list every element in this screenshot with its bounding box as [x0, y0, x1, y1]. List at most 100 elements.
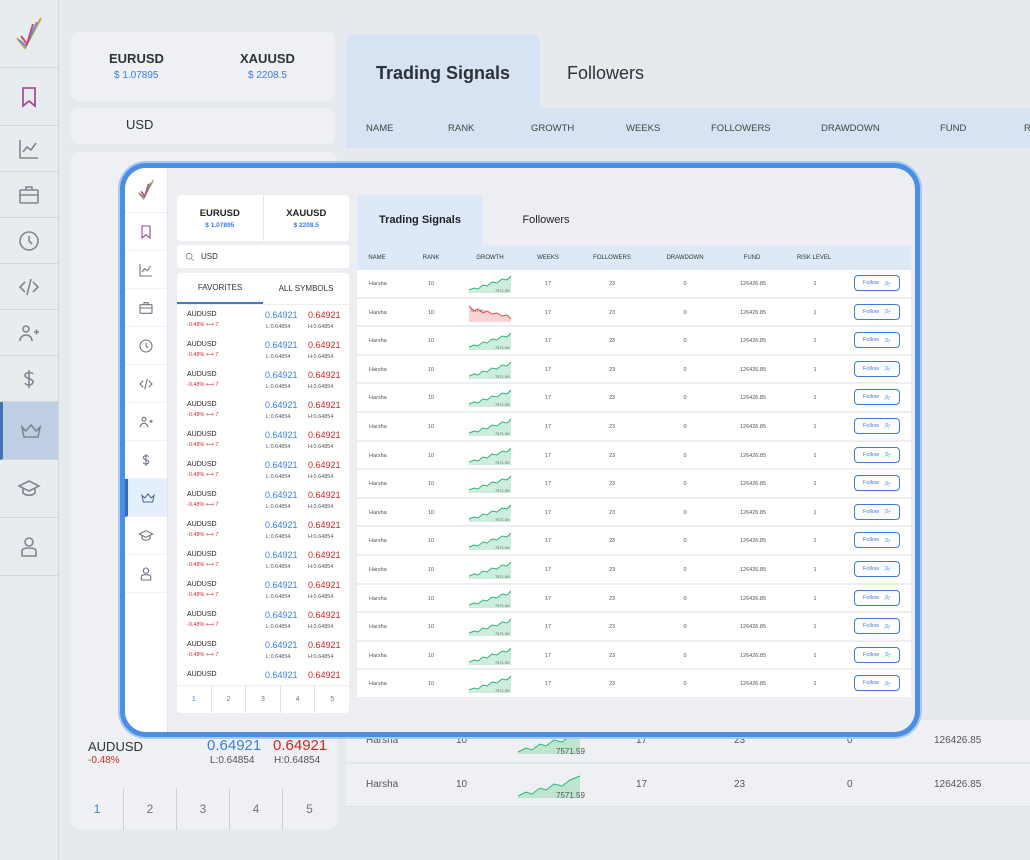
cell-rank: 10 [427, 366, 435, 373]
page-5[interactable]: 5 [330, 696, 335, 703]
bg-cell-drawdown: 0 [847, 779, 853, 790]
quote-high: H:0.64854 [308, 534, 334, 540]
tab-all-symbols[interactable]: ALL SYMBOLS [278, 284, 334, 293]
quote-symbol: AUDUSD [187, 611, 217, 618]
bg-tickers [71, 32, 335, 101]
nav-bookmark-icon[interactable] [125, 213, 167, 251]
bg-page-1: 1 [71, 788, 124, 830]
follow-button[interactable]: Follow [854, 446, 900, 463]
bg-list-ask: 0.64921 [273, 737, 328, 754]
cell-risk: 1 [813, 309, 817, 316]
cell-fund: 126426.85 [740, 452, 766, 459]
bg-sparkline [518, 775, 580, 798]
follow-button[interactable]: Follow [854, 560, 900, 577]
follow-button[interactable]: Follow [854, 417, 900, 434]
bg-th-followers: FOLLOWERS [711, 123, 771, 134]
bg-page-2: 2 [124, 788, 177, 830]
bg-list-symbol: AUDUSD [88, 739, 143, 754]
follow-button[interactable]: Follow [854, 532, 900, 549]
quote-change: -0.48% ⟷ 7 [187, 382, 219, 388]
page-1[interactable]: 1 [177, 686, 212, 713]
quote-low: L:0.64854 [266, 534, 291, 540]
cell-drawdown: 0 [683, 681, 687, 688]
follow-button[interactable]: Follow [854, 503, 900, 520]
cell-drawdown: 0 [683, 366, 687, 373]
cell-risk: 1 [813, 566, 817, 573]
quote-bid: 0.64921 [265, 460, 298, 470]
nav-briefcase-icon[interactable] [125, 289, 167, 327]
nav-crown-icon[interactable] [125, 479, 167, 517]
list-item[interactable]: AUDUSD-0.48% ⟷ 70.649210.64921L:0.64854H… [177, 665, 349, 680]
bg-list-bid: 0.64921 [207, 737, 262, 754]
add-user-icon [884, 452, 891, 458]
page-2[interactable]: 2 [212, 686, 247, 713]
follow-button[interactable]: Follow [854, 332, 900, 349]
nav-history-icon[interactable] [125, 327, 167, 365]
search-value: USD [201, 252, 218, 261]
quote-low: L:0.64854 [266, 354, 291, 360]
page-4[interactable]: 4 [281, 686, 316, 713]
cell-drawdown: 0 [683, 595, 687, 602]
follow-button[interactable]: Follow [854, 389, 900, 406]
bg-logo [0, 0, 58, 68]
cell-name: Harsha [369, 481, 387, 488]
nav-users-icon[interactable] [125, 403, 167, 441]
follow-button[interactable]: Follow [854, 475, 900, 492]
quote-change: -0.48% ⟷ 7 [187, 472, 219, 478]
follow-button[interactable]: Follow [854, 303, 900, 320]
growth-sparkline: 7571.59 [469, 390, 511, 408]
growth-sparkline: 7571.59 [469, 504, 511, 522]
search-input[interactable]: USD [177, 245, 349, 268]
nav-dollar-icon[interactable] [125, 441, 167, 479]
follow-button[interactable]: Follow [854, 275, 900, 291]
cell-fund: 126426.85 [740, 481, 766, 488]
quote-change: -0.48% ⟷ 7 [187, 322, 219, 328]
tab-favorites[interactable]: FAVORITES [177, 273, 263, 304]
tab-followers[interactable]: Followers [522, 214, 570, 226]
cell-drawdown: 0 [683, 281, 687, 287]
th-drawdown: DRAWDOWN [666, 254, 704, 261]
cell-name: Harsha [369, 681, 387, 688]
quote-ask: 0.64921 [308, 460, 341, 470]
quote-change: -0.48% ⟷ 7 [187, 442, 219, 448]
growth-sparkline: 7571.59 [469, 418, 511, 436]
page-3[interactable]: 3 [246, 686, 281, 713]
sidebar [125, 168, 168, 732]
follow-button[interactable]: Follow [854, 618, 900, 635]
follow-button[interactable]: Follow [854, 675, 900, 692]
follow-button[interactable]: Follow [854, 360, 900, 377]
cell-risk: 1 [813, 452, 817, 459]
ticker-xauusd[interactable]: XAUUSD $ 2208.5 [264, 195, 350, 241]
growth-value: 7571.59 [495, 545, 510, 550]
nav-advisor-icon[interactable] [125, 555, 167, 593]
th-rank: RANK [422, 254, 440, 261]
table-row: Harsha 10 7571.59 17 23 0 126426.85 1 Follow [357, 441, 911, 471]
quote-rows: AUDUSD -0.48% ⟷ 7 0.64921 0.64921 L:0.64854 H… [177, 305, 349, 680]
quote-ask: 0.64921 [308, 550, 341, 560]
ticker-eurusd[interactable]: EURUSD $ 1.07895 [177, 195, 264, 241]
tab-trading-signals[interactable]: Trading Signals [357, 195, 483, 245]
quote-low: L:0.64854 [266, 564, 291, 570]
nav-chart-icon[interactable] [125, 251, 167, 289]
quote-high: H:0.64854 [308, 414, 334, 420]
follow-button[interactable]: Follow [854, 589, 900, 606]
nav-graduation-icon[interactable] [125, 517, 167, 555]
bg-cell-fund: 126426.85 [934, 779, 982, 790]
quote-bid: 0.64921 [265, 520, 298, 530]
bg-cell-name: Harsha [366, 735, 399, 746]
nav-code-icon[interactable] [125, 365, 167, 403]
cell-fund: 126426.85 [740, 624, 766, 631]
follow-button[interactable]: Follow [854, 646, 900, 663]
